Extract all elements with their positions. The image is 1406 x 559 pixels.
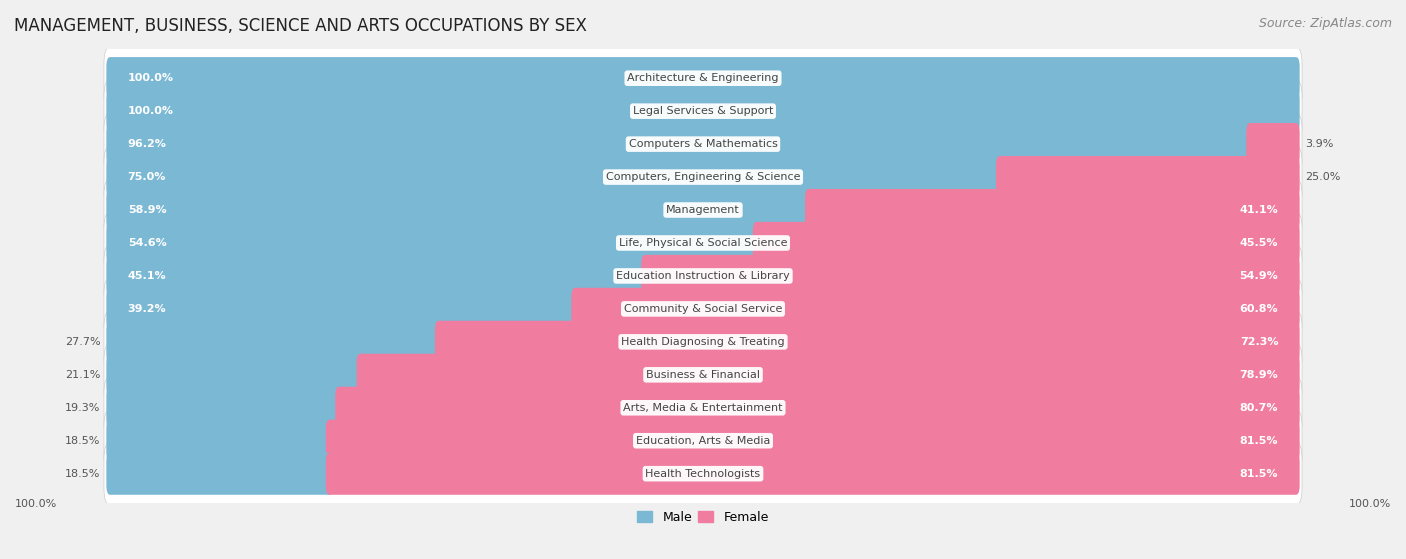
Text: 27.7%: 27.7% — [65, 337, 100, 347]
Text: MANAGEMENT, BUSINESS, SCIENCE AND ARTS OCCUPATIONS BY SEX: MANAGEMENT, BUSINESS, SCIENCE AND ARTS O… — [14, 17, 586, 35]
FancyBboxPatch shape — [107, 156, 1002, 198]
FancyBboxPatch shape — [107, 354, 364, 396]
Text: 45.5%: 45.5% — [1240, 238, 1278, 248]
Text: 96.2%: 96.2% — [128, 139, 166, 149]
Text: 72.3%: 72.3% — [1240, 337, 1278, 347]
FancyBboxPatch shape — [104, 80, 1302, 142]
Text: Architecture & Engineering: Architecture & Engineering — [627, 73, 779, 83]
Text: 81.5%: 81.5% — [1240, 468, 1278, 479]
FancyBboxPatch shape — [107, 453, 333, 495]
FancyBboxPatch shape — [107, 321, 441, 363]
FancyBboxPatch shape — [107, 420, 333, 462]
Text: 100.0%: 100.0% — [1348, 499, 1391, 509]
FancyBboxPatch shape — [434, 321, 1299, 363]
Text: Legal Services & Support: Legal Services & Support — [633, 106, 773, 116]
Text: Community & Social Service: Community & Social Service — [624, 304, 782, 314]
Text: 80.7%: 80.7% — [1240, 403, 1278, 413]
FancyBboxPatch shape — [104, 410, 1302, 472]
FancyBboxPatch shape — [335, 387, 1299, 429]
FancyBboxPatch shape — [326, 453, 1299, 495]
FancyBboxPatch shape — [752, 222, 1299, 264]
FancyBboxPatch shape — [104, 113, 1302, 175]
Text: 21.1%: 21.1% — [65, 370, 100, 380]
Text: 41.1%: 41.1% — [1240, 205, 1278, 215]
FancyBboxPatch shape — [107, 222, 761, 264]
FancyBboxPatch shape — [104, 377, 1302, 439]
Text: 58.9%: 58.9% — [128, 205, 166, 215]
Legend: Male, Female: Male, Female — [633, 506, 773, 529]
FancyBboxPatch shape — [107, 57, 1299, 100]
FancyBboxPatch shape — [1246, 123, 1299, 165]
Text: 100.0%: 100.0% — [128, 106, 174, 116]
FancyBboxPatch shape — [107, 189, 813, 231]
Text: Health Technologists: Health Technologists — [645, 468, 761, 479]
FancyBboxPatch shape — [104, 179, 1302, 241]
FancyBboxPatch shape — [571, 288, 1299, 330]
FancyBboxPatch shape — [104, 443, 1302, 505]
Text: 78.9%: 78.9% — [1240, 370, 1278, 380]
Text: Computers & Mathematics: Computers & Mathematics — [628, 139, 778, 149]
Text: Education Instruction & Library: Education Instruction & Library — [616, 271, 790, 281]
FancyBboxPatch shape — [104, 146, 1302, 208]
FancyBboxPatch shape — [107, 387, 343, 429]
Text: 60.8%: 60.8% — [1240, 304, 1278, 314]
Text: 19.3%: 19.3% — [65, 403, 100, 413]
Text: 75.0%: 75.0% — [128, 172, 166, 182]
Text: Education, Arts & Media: Education, Arts & Media — [636, 435, 770, 446]
Text: Source: ZipAtlas.com: Source: ZipAtlas.com — [1258, 17, 1392, 30]
FancyBboxPatch shape — [641, 255, 1299, 297]
FancyBboxPatch shape — [104, 311, 1302, 373]
Text: 25.0%: 25.0% — [1306, 172, 1341, 182]
FancyBboxPatch shape — [104, 278, 1302, 340]
FancyBboxPatch shape — [357, 354, 1299, 396]
Text: 54.6%: 54.6% — [128, 238, 166, 248]
Text: Arts, Media & Entertainment: Arts, Media & Entertainment — [623, 403, 783, 413]
FancyBboxPatch shape — [326, 420, 1299, 462]
Text: Computers, Engineering & Science: Computers, Engineering & Science — [606, 172, 800, 182]
FancyBboxPatch shape — [806, 189, 1299, 231]
Text: 18.5%: 18.5% — [65, 435, 100, 446]
Text: 3.9%: 3.9% — [1306, 139, 1334, 149]
FancyBboxPatch shape — [104, 344, 1302, 406]
Text: Health Diagnosing & Treating: Health Diagnosing & Treating — [621, 337, 785, 347]
FancyBboxPatch shape — [104, 245, 1302, 307]
FancyBboxPatch shape — [107, 288, 578, 330]
Text: Life, Physical & Social Science: Life, Physical & Social Science — [619, 238, 787, 248]
Text: 100.0%: 100.0% — [128, 73, 174, 83]
FancyBboxPatch shape — [104, 212, 1302, 274]
Text: 54.9%: 54.9% — [1240, 271, 1278, 281]
FancyBboxPatch shape — [107, 255, 648, 297]
Text: Business & Financial: Business & Financial — [645, 370, 761, 380]
Text: 39.2%: 39.2% — [128, 304, 166, 314]
Text: 81.5%: 81.5% — [1240, 435, 1278, 446]
FancyBboxPatch shape — [107, 90, 1299, 132]
FancyBboxPatch shape — [107, 123, 1254, 165]
Text: 18.5%: 18.5% — [65, 468, 100, 479]
Text: Management: Management — [666, 205, 740, 215]
Text: 45.1%: 45.1% — [128, 271, 166, 281]
Text: 100.0%: 100.0% — [15, 499, 58, 509]
FancyBboxPatch shape — [104, 47, 1302, 109]
FancyBboxPatch shape — [995, 156, 1299, 198]
